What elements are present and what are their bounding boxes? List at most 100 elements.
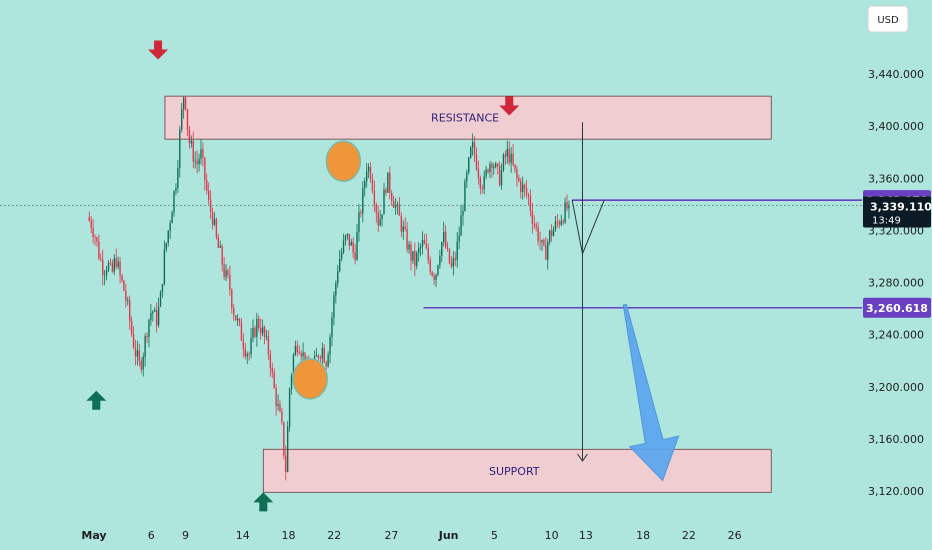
time-axis[interactable]: May 6 9 14 18 22 27 Jun 5 10 13 18 22 26 <box>81 529 741 542</box>
candle <box>523 183 526 198</box>
price-tick-label: 3,160.000 <box>868 433 924 446</box>
time-tick-label: 26 <box>728 529 742 542</box>
candle <box>491 161 493 178</box>
candle <box>452 251 455 276</box>
candle <box>396 201 399 215</box>
candle <box>154 307 156 312</box>
candle <box>369 162 372 183</box>
candle <box>150 304 152 326</box>
candle <box>113 254 115 276</box>
candle <box>402 220 404 240</box>
candle <box>285 445 287 481</box>
candle <box>498 161 501 187</box>
candle <box>427 243 430 265</box>
candle <box>495 161 497 169</box>
time-tick-label: 22 <box>327 529 341 542</box>
candle <box>375 202 377 223</box>
candle <box>354 244 356 265</box>
candle <box>219 240 221 249</box>
candle <box>323 344 325 364</box>
time-axis-background <box>0 522 862 550</box>
candle <box>281 407 283 425</box>
candle <box>279 399 281 413</box>
candle <box>238 317 241 327</box>
candle <box>244 343 246 360</box>
candle <box>377 205 379 232</box>
candle <box>487 168 489 174</box>
candle <box>518 174 520 183</box>
candle <box>543 238 545 247</box>
time-tick-label: 6 <box>148 529 155 542</box>
candle <box>510 147 512 173</box>
candle <box>464 178 466 212</box>
candle <box>439 249 441 269</box>
candle <box>269 349 272 377</box>
time-tick-label: 14 <box>236 529 250 542</box>
candle <box>161 283 164 298</box>
candle <box>454 251 456 267</box>
candle <box>186 108 189 137</box>
candle <box>92 219 94 244</box>
candle <box>539 231 541 250</box>
levels-layer <box>423 199 862 309</box>
candle <box>130 316 133 337</box>
candle <box>477 160 480 185</box>
candle <box>527 192 530 206</box>
price-tick-label: 3,440.000 <box>868 68 924 81</box>
candle <box>188 125 191 149</box>
sell-arrow-icon <box>148 40 169 60</box>
candle <box>371 173 374 194</box>
candle <box>548 229 551 246</box>
candle <box>182 96 185 119</box>
price-tick-label: 3,280.000 <box>868 277 924 290</box>
candle <box>233 304 235 321</box>
candle <box>221 244 223 272</box>
candle <box>165 242 167 253</box>
price-tick-label: 3,320.000 <box>868 224 924 237</box>
candle <box>223 257 225 281</box>
candle <box>181 102 183 133</box>
highlight-circle <box>292 358 328 400</box>
candle <box>568 200 570 219</box>
candle <box>383 182 385 215</box>
candle <box>502 152 505 173</box>
candle <box>317 354 320 362</box>
candle <box>254 325 256 339</box>
price-tick-label: 3,360.000 <box>868 172 924 185</box>
candle <box>175 183 177 196</box>
candle <box>446 241 449 252</box>
time-tick-label: 10 <box>545 529 559 542</box>
candle <box>146 332 148 344</box>
candle <box>448 248 451 265</box>
candle <box>192 131 194 169</box>
candle <box>462 204 464 226</box>
candle <box>102 249 104 286</box>
price-tick-label: 3,240.000 <box>868 329 924 342</box>
candle <box>140 357 142 374</box>
candle <box>468 156 470 175</box>
candle <box>508 141 510 166</box>
candle <box>121 273 123 283</box>
price-axis[interactable]: 3,120.000 3,160.000 3,200.000 3,240.000 3,28… <box>868 68 924 498</box>
candle <box>410 241 412 271</box>
candle <box>325 360 327 370</box>
candle <box>211 207 214 230</box>
candle <box>107 259 110 272</box>
candle <box>408 240 410 254</box>
candle <box>381 214 383 227</box>
candle <box>550 224 553 242</box>
candle <box>533 215 535 230</box>
currency-button[interactable]: USD <box>867 5 909 33</box>
candle <box>234 315 237 321</box>
candle <box>231 288 233 314</box>
candle <box>144 333 146 367</box>
candle <box>406 221 408 253</box>
candle <box>417 242 420 262</box>
candle <box>556 214 559 228</box>
candle <box>469 145 472 159</box>
candle <box>431 270 433 278</box>
candle <box>132 326 135 350</box>
candle <box>416 250 418 270</box>
candle <box>267 330 270 360</box>
